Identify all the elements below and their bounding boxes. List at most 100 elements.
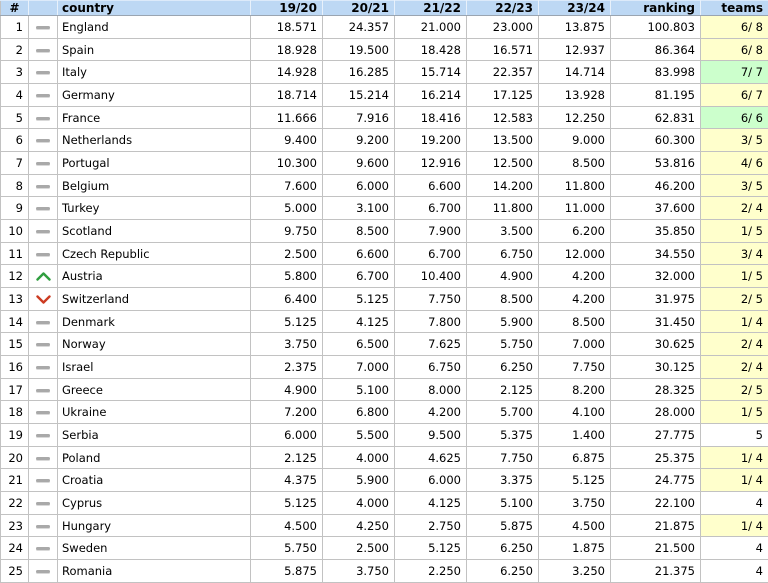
dash-icon	[36, 501, 50, 505]
trend-cell	[28, 106, 58, 130]
ranking-cell: 21.375	[610, 559, 701, 583]
rank-cell: 10	[0, 219, 29, 243]
col-header-season-21-22: 21/22	[394, 0, 467, 16]
teams-cell: 4	[700, 491, 768, 515]
season-21-22-cell: 6.600	[394, 174, 467, 198]
trend-cell	[28, 287, 58, 311]
dash-icon	[36, 456, 50, 460]
ranking-cell: 81.195	[610, 83, 701, 107]
season-21-22-cell: 4.625	[394, 446, 467, 470]
season-21-22-cell: 21.000	[394, 15, 467, 39]
country-cell[interactable]: Scotland	[57, 219, 251, 243]
country-cell[interactable]: Poland	[57, 446, 251, 470]
season-23-24-cell: 12.000	[538, 242, 611, 266]
country-cell[interactable]: Greece	[57, 378, 251, 402]
teams-cell: 1/ 4	[700, 468, 768, 493]
rank-cell: 1	[0, 15, 29, 39]
country-cell[interactable]: Portugal	[57, 151, 251, 175]
rank-cell: 8	[0, 174, 29, 198]
season-20-21-cell: 7.000	[322, 355, 395, 379]
table-row: 20 Poland 2.125 4.000 4.625 7.750 6.875 …	[0, 446, 768, 470]
table-body: 1 England 18.571 24.357 21.000 23.000 13…	[0, 15, 768, 583]
col-header-season-23-24: 23/24	[538, 0, 611, 16]
header-row: # country 19/20 20/21 21/22 22/23 23/24 …	[0, 0, 768, 16]
season-19-20-cell: 9.400	[250, 128, 323, 153]
country-cell[interactable]: Czech Republic	[57, 242, 251, 266]
season-19-20-cell: 6.400	[250, 287, 323, 311]
trend-cell	[28, 83, 58, 107]
ranking-cell: 31.450	[610, 310, 701, 334]
country-cell[interactable]: Sweden	[57, 536, 251, 561]
table-row: 15 Norway 3.750 6.500 7.625 5.750 7.000 …	[0, 332, 768, 357]
country-cell[interactable]: Netherlands	[57, 128, 251, 153]
ranking-cell: 25.375	[610, 446, 701, 470]
country-cell[interactable]: Denmark	[57, 310, 251, 334]
country-cell[interactable]: Croatia	[57, 468, 251, 493]
country-cell[interactable]: Switzerland	[57, 287, 251, 311]
table-row: 8 Belgium 7.600 6.000 6.600 14.200 11.80…	[0, 174, 768, 198]
season-22-23-cell: 7.750	[466, 446, 539, 470]
season-23-24-cell: 4.200	[538, 287, 611, 311]
season-20-21-cell: 6.600	[322, 242, 395, 266]
rank-cell: 23	[0, 514, 29, 538]
country-cell[interactable]: Israel	[57, 355, 251, 379]
country-cell[interactable]: Hungary	[57, 514, 251, 538]
country-cell[interactable]: Germany	[57, 83, 251, 107]
season-23-24-cell: 11.800	[538, 174, 611, 198]
teams-cell: 6/ 8	[700, 15, 768, 39]
country-cell[interactable]: Norway	[57, 332, 251, 357]
table-row: 25 Romania 5.875 3.750 2.250 6.250 3.250…	[0, 559, 768, 583]
country-cell[interactable]: Turkey	[57, 196, 251, 221]
season-19-20-cell: 4.500	[250, 514, 323, 538]
rank-cell: 13	[0, 287, 29, 311]
season-21-22-cell: 8.000	[394, 378, 467, 402]
dash-icon	[36, 161, 50, 165]
season-21-22-cell: 16.214	[394, 83, 467, 107]
season-22-23-cell: 5.875	[466, 514, 539, 538]
country-cell[interactable]: France	[57, 106, 251, 130]
season-22-23-cell: 2.125	[466, 378, 539, 402]
season-19-20-cell: 5.800	[250, 264, 323, 289]
season-21-22-cell: 6.000	[394, 468, 467, 493]
season-19-20-cell: 9.750	[250, 219, 323, 243]
country-cell[interactable]: Austria	[57, 264, 251, 289]
country-cell[interactable]: Belgium	[57, 174, 251, 198]
season-23-24-cell: 6.200	[538, 219, 611, 243]
trend-cell	[28, 332, 58, 357]
season-22-23-cell: 5.375	[466, 423, 539, 447]
season-20-21-cell: 6.700	[322, 264, 395, 289]
dash-icon	[36, 48, 50, 52]
season-19-20-cell: 2.125	[250, 446, 323, 470]
table-row: 22 Cyprus 5.125 4.000 4.125 5.100 3.750 …	[0, 491, 768, 515]
dash-icon	[36, 388, 50, 392]
rank-cell: 11	[0, 242, 29, 266]
table-row: 1 England 18.571 24.357 21.000 23.000 13…	[0, 15, 768, 39]
country-cell[interactable]: Serbia	[57, 423, 251, 447]
trend-cell	[28, 400, 58, 425]
country-cell[interactable]: Spain	[57, 38, 251, 62]
season-23-24-cell: 7.000	[538, 332, 611, 357]
chevron-up-icon	[35, 272, 51, 281]
season-21-22-cell: 6.750	[394, 355, 467, 379]
country-cell[interactable]: Ukraine	[57, 400, 251, 425]
season-21-22-cell: 10.400	[394, 264, 467, 289]
country-cell[interactable]: Cyprus	[57, 491, 251, 515]
ranking-cell: 100.803	[610, 15, 701, 39]
chevron-down-icon	[35, 295, 51, 304]
teams-cell: 2/ 4	[700, 196, 768, 221]
table-row: 3 Italy 14.928 16.285 15.714 22.357 14.7…	[0, 60, 768, 85]
season-22-23-cell: 6.750	[466, 242, 539, 266]
country-cell[interactable]: Italy	[57, 60, 251, 85]
season-20-21-cell: 19.500	[322, 38, 395, 62]
season-20-21-cell: 3.750	[322, 559, 395, 583]
ranking-cell: 37.600	[610, 196, 701, 221]
country-cell[interactable]: Romania	[57, 559, 251, 583]
season-22-23-cell: 6.250	[466, 559, 539, 583]
dash-icon	[36, 207, 50, 211]
season-22-23-cell: 22.357	[466, 60, 539, 85]
season-22-23-cell: 6.250	[466, 355, 539, 379]
teams-cell: 4/ 6	[700, 151, 768, 175]
country-cell[interactable]: England	[57, 15, 251, 39]
ranking-cell: 83.998	[610, 60, 701, 85]
teams-cell: 6/ 8	[700, 38, 768, 62]
